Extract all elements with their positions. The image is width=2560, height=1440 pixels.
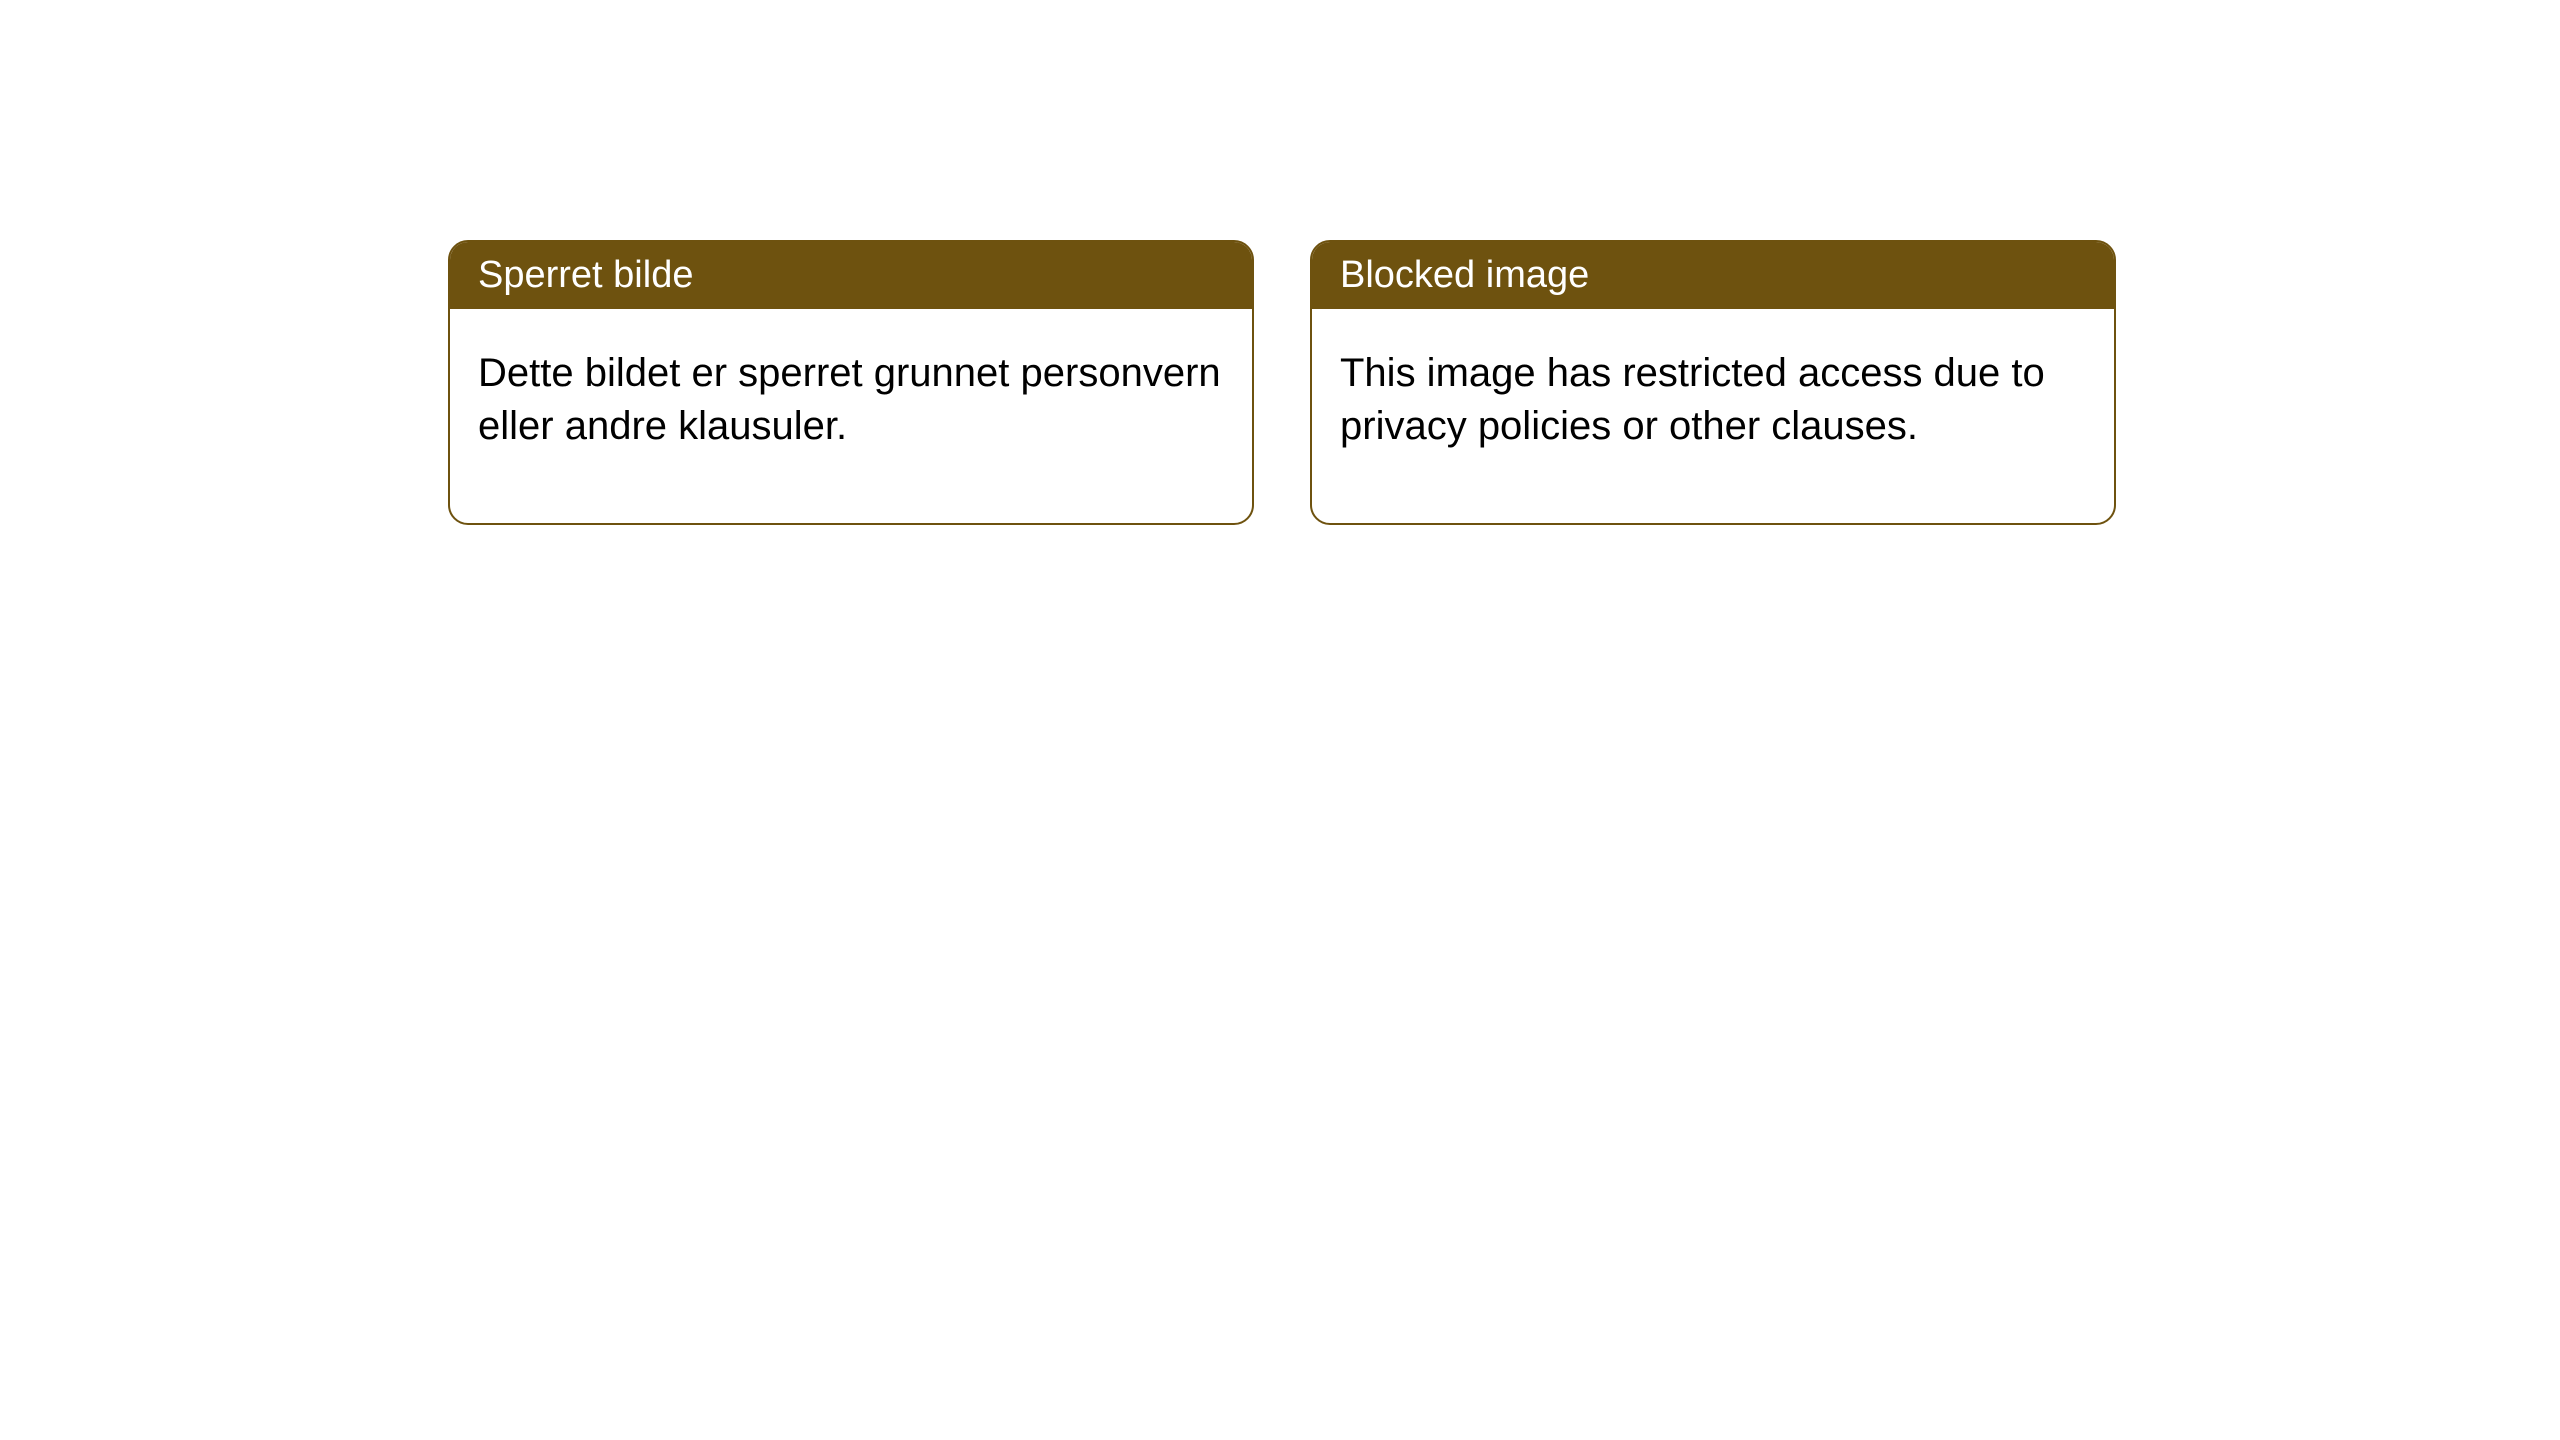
notice-card-english: Blocked image This image has restricted … <box>1310 240 2116 525</box>
card-header-norwegian: Sperret bilde <box>450 242 1252 309</box>
notice-container: Sperret bilde Dette bildet er sperret gr… <box>448 240 2116 525</box>
card-body-norwegian: Dette bildet er sperret grunnet personve… <box>450 309 1252 523</box>
card-body-english: This image has restricted access due to … <box>1312 309 2114 523</box>
notice-card-norwegian: Sperret bilde Dette bildet er sperret gr… <box>448 240 1254 525</box>
card-header-english: Blocked image <box>1312 242 2114 309</box>
